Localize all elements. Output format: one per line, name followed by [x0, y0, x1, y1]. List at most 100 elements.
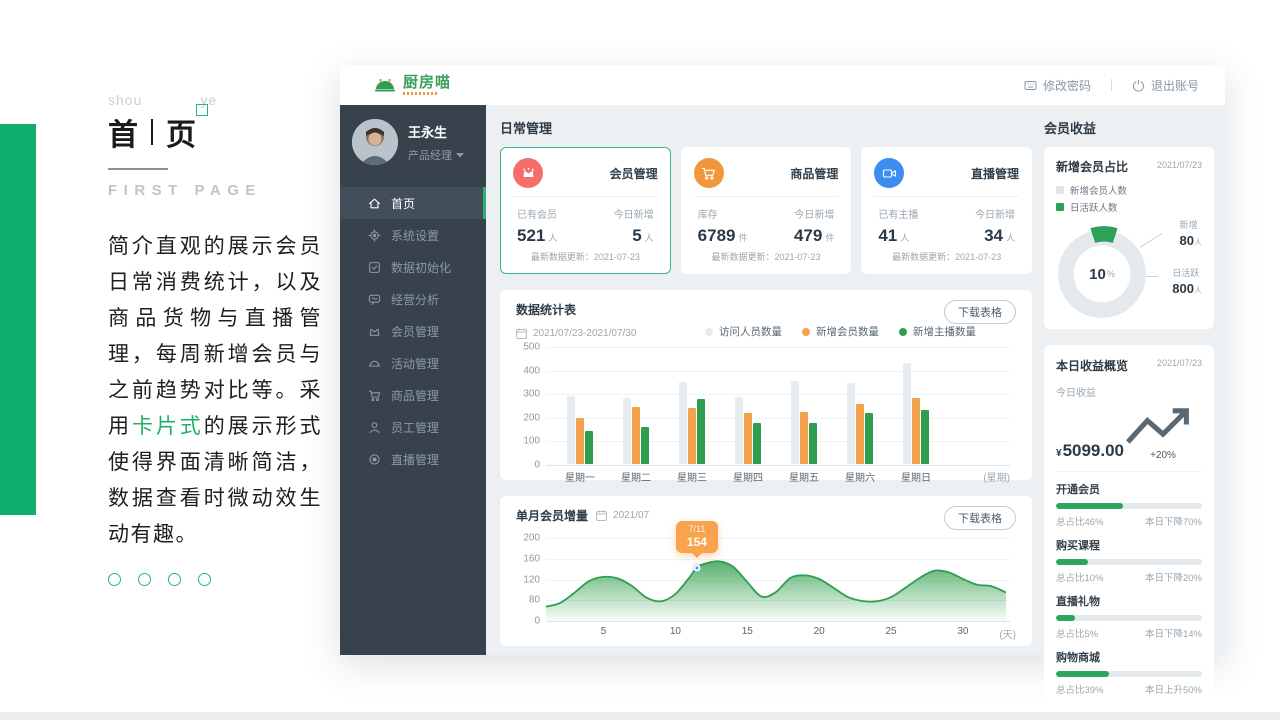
sidebar-item-商品管理[interactable]: 商品管理 [340, 379, 486, 411]
legend-label: 新增会员人数 [1070, 186, 1128, 197]
stat-block: 今日新增 479 件 [794, 206, 834, 250]
area-chart-date-text: 2021/07 [613, 510, 650, 521]
y-axis-tick: 0 [534, 615, 540, 627]
callout-active-value: 800 [1172, 281, 1194, 296]
revenue-overview-date: 2021/07/23 [1156, 358, 1202, 368]
home-icon [368, 197, 381, 210]
sidebar-item-经营分析[interactable]: 经营分析 [340, 283, 486, 315]
legend-item-访问人员数量[interactable]: 访问人员数量 [705, 324, 782, 339]
stat-card-商品管理[interactable]: 商品管理 库存 6789 件 今日新增 479 件最新数据更新：2021-07-23 [680, 147, 852, 274]
area-chart-x-unit: (天) [999, 630, 1016, 641]
page-title: 首 页 [108, 104, 324, 154]
progress-track [1056, 614, 1202, 621]
bar-访问人员数量 [679, 382, 687, 464]
activity-icon [368, 357, 381, 370]
stat-block: 已有会员 521 人 [517, 206, 557, 250]
bar-访问人员数量 [791, 381, 799, 464]
gridline [546, 394, 1010, 396]
legend-item-新增会员数量[interactable]: 新增会员数量 [802, 324, 879, 339]
bar-新增会员数量 [688, 408, 696, 464]
highlighted-data-point[interactable] [693, 564, 701, 572]
stat-value: 6789 件 [697, 226, 748, 245]
bar-group-星期一[interactable] [567, 347, 593, 464]
dashboard-window: 厨房喵 修改密码 退出账号 王永生 [340, 65, 1225, 706]
sidebar-item-会员管理[interactable]: 会员管理 [340, 315, 486, 347]
calendar-icon [596, 510, 608, 521]
bar-新增主播数量 [809, 422, 817, 464]
stat-card-title: 直播管理 [971, 166, 1020, 181]
pinyin-shou: shou [108, 92, 143, 108]
stat-card-直播管理[interactable]: 直播管理 已有主播 41 人 今日新增 34 人最新数据更新：2021-07-23 [861, 147, 1033, 274]
bar-新增主播数量 [641, 426, 649, 464]
app-logo[interactable]: 厨房喵 [374, 75, 451, 95]
stat-card-row: 会员管理 已有会员 521 人今日新增 5 人最新数据更新：2021-07-23 商品管理库… [500, 147, 1033, 274]
tooltip-date: 7/11 [688, 523, 706, 534]
y-axis-tick: 120 [523, 574, 540, 585]
trend-percent: +20% [1150, 449, 1176, 461]
revenue-section-heading: 会员收益 [1044, 121, 1097, 136]
x-axis-tick: 星期三 [677, 473, 707, 484]
bar-chart-date-text: 2021/07/23-2021/07/30 [533, 328, 637, 339]
bar-新增主播数量 [585, 431, 593, 464]
area-curve [545, 560, 1007, 621]
x-axis-tick: 星期日 [901, 473, 931, 484]
cart-icon [693, 158, 724, 188]
progress-track [1056, 558, 1202, 565]
bar-group-星期二[interactable] [623, 347, 649, 464]
legend-item-新增主播数量[interactable]: 新增主播数量 [899, 324, 976, 339]
daily-section-heading: 日常管理 [500, 121, 553, 136]
topbar-action-logout[interactable]: 退出账号 [1132, 77, 1199, 94]
slide-dot[interactable] [138, 573, 151, 586]
live-icon [368, 453, 381, 466]
title-underline [108, 168, 168, 170]
y-axis-tick: 0 [534, 459, 540, 471]
slide-dot[interactable] [168, 573, 181, 586]
sidebar-item-数据初始化[interactable]: 数据初始化 [340, 251, 486, 283]
sidebar-item-直播管理[interactable]: 直播管理 [340, 443, 486, 475]
sidebar-item-label: 商品管理 [391, 388, 440, 403]
analysis-icon [368, 293, 381, 306]
user-avatar[interactable] [352, 119, 398, 165]
user-role-dropdown[interactable]: 产品经理 [408, 147, 464, 163]
bar-group-星期日[interactable] [903, 347, 929, 464]
revenue-trend-caption: 本日下降20% [1144, 572, 1202, 584]
gridline [546, 465, 1010, 466]
stat-card-会员管理[interactable]: 会员管理 已有会员 521 人 今日新增 5 人最新数据更新：2021-07-23 [500, 147, 671, 274]
calendar-icon [516, 328, 527, 339]
sidebar-item-活动管理[interactable]: 活动管理 [340, 347, 486, 379]
bar-group-星期四[interactable] [735, 347, 761, 464]
sidebar-item-员工管理[interactable]: 员工管理 [340, 411, 486, 443]
progress-fill [1056, 558, 1089, 565]
callout-new-unit: 人 [1194, 238, 1202, 247]
gridline [546, 370, 1010, 372]
stat-label: 已有主播 [878, 210, 919, 221]
currency-symbol: ¥ [1056, 447, 1062, 459]
slide-dot[interactable] [108, 573, 121, 586]
topbar-action-change-password[interactable]: 修改密码 [1024, 77, 1091, 94]
bar-新增会员数量 [744, 413, 752, 464]
topbar-actions: 修改密码 退出账号 [1024, 77, 1199, 94]
bar-group-星期五[interactable] [791, 347, 817, 464]
sidebar-item-首页[interactable]: 首页 [340, 187, 486, 219]
donut-legend-item-日活跃人数[interactable]: 日活跃人数 [1056, 200, 1202, 214]
revenue-trend: +20% [1124, 403, 1202, 461]
sidebar: 王永生 产品经理 首页 系统设置 数据初始化 经营分析 会员管理 活动管理 商品管理 员工管理… [340, 105, 486, 655]
bar-新增会员数量 [912, 398, 920, 464]
donut-legend-item-新增会员人数[interactable]: 新增会员人数 [1056, 183, 1202, 197]
bar-chart-download-button[interactable]: 下载表格 [944, 300, 1016, 324]
bar-group-星期三[interactable] [679, 347, 705, 464]
x-axis-tick: 30 [957, 626, 969, 637]
trend-up-icon [1124, 403, 1202, 450]
x-axis-tick: 星期六 [845, 473, 875, 484]
y-axis-tick: 400 [523, 365, 540, 377]
stat-block: 库存 6789 件 [698, 206, 748, 250]
caret-down-icon [456, 152, 464, 158]
revenue-item-开通会员: 开通会员 总占比46% 本日下降70% [1056, 481, 1202, 528]
x-axis-tick: 星期一 [565, 473, 595, 484]
topbar-action-label: 修改密码 [1042, 78, 1091, 93]
area-chart-download-button[interactable]: 下载表格 [944, 506, 1016, 530]
bar-group-星期六[interactable] [847, 347, 873, 464]
sidebar-item-系统设置[interactable]: 系统设置 [340, 219, 486, 251]
slide-dot[interactable] [198, 573, 211, 586]
bar-groups [552, 347, 944, 464]
